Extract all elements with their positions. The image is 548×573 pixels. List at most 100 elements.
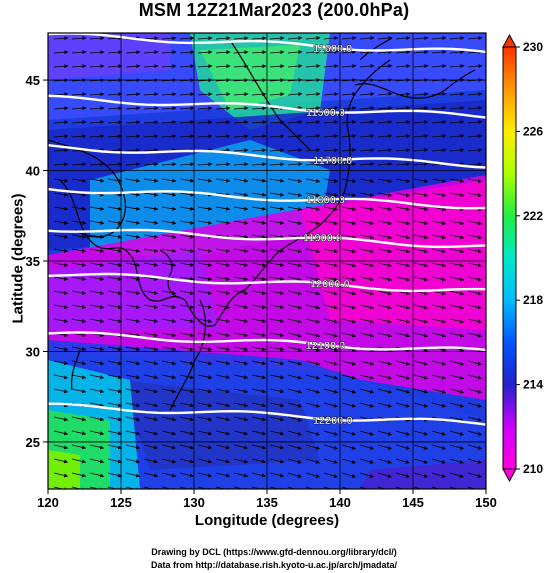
wind-arrow (287, 332, 303, 338)
wind-arrow (161, 50, 177, 55)
wind-arrow (269, 178, 285, 183)
wind-arrow (143, 304, 159, 309)
wind-arrow (395, 92, 411, 96)
wind-arrow (431, 276, 447, 282)
wind-arrow (449, 304, 465, 310)
wind-arrow (467, 290, 483, 296)
wind-arrow (161, 262, 177, 267)
wind-arrow (449, 106, 465, 110)
wind-arrow (125, 458, 141, 464)
wind-arrow (233, 64, 249, 69)
wind-arrow (305, 220, 321, 226)
wind-arrow (431, 304, 447, 310)
wind-arrow (287, 472, 302, 478)
wind-arrow (125, 234, 141, 239)
wind-arrow (305, 192, 321, 197)
wind-arrow (449, 178, 465, 183)
wind-arrow (89, 162, 105, 167)
wind-arrow (377, 64, 393, 68)
wind-arrow (323, 346, 339, 352)
wind-arrow (413, 472, 428, 478)
coastlines (48, 37, 476, 411)
wind-arrow (269, 332, 285, 338)
wind-arrow (269, 304, 285, 309)
wind-arrow (215, 262, 231, 267)
wind-arrow (233, 346, 249, 352)
contour-label: 11600.0 (313, 43, 352, 55)
wind-arrow (287, 402, 303, 408)
wind-arrow (341, 134, 357, 138)
wind-arrow (89, 248, 105, 253)
wind-arrow (179, 106, 195, 111)
wind-arrow (107, 318, 123, 323)
wind-arrow (125, 304, 141, 309)
wind-arrow (197, 134, 213, 139)
wind-arrow (107, 120, 123, 125)
wind-arrow (485, 487, 486, 488)
wind-arrow (467, 472, 482, 478)
wind-arrow (341, 374, 357, 380)
wind-arrow (341, 206, 357, 212)
wind-arrow (431, 248, 447, 254)
wind-arrow (485, 207, 486, 208)
wind-arrow (161, 318, 177, 323)
wind-arrow (251, 402, 267, 408)
wind-arrow (485, 445, 486, 446)
wind-arrow (413, 162, 429, 166)
wind-arrow (359, 402, 375, 408)
wind-arrow (233, 134, 249, 139)
wind-arrow (359, 92, 375, 96)
wind-arrow (377, 304, 393, 310)
wind-arrow (125, 444, 141, 450)
wind-arrow (449, 248, 465, 254)
wind-arrow (359, 234, 375, 240)
wind-arrow (377, 262, 393, 268)
x-tick-label: 125 (110, 495, 132, 510)
wind-arrow (341, 178, 357, 183)
wind-arrow (179, 162, 195, 167)
wind-arrow (395, 430, 410, 436)
wind-arrow (53, 458, 69, 464)
wind-arrow (71, 206, 87, 211)
wind-arrow (197, 318, 213, 323)
wind-arrow (125, 416, 141, 422)
wind-arrow (215, 162, 231, 167)
wind-arrow (215, 346, 231, 352)
wind-arrow (197, 290, 213, 295)
wind-arrow (269, 430, 285, 436)
wind-arrow (161, 304, 177, 309)
wind-arrow (485, 80, 486, 81)
wind-arrow (107, 64, 123, 69)
wind-arrow (215, 444, 231, 450)
wind-arrow (341, 430, 356, 436)
wind-arrow (467, 220, 483, 226)
wind-arrow (467, 304, 483, 310)
wind-arrow (107, 248, 123, 253)
wind-arrow (305, 92, 321, 96)
wind-arrow (269, 120, 285, 125)
wind-arrow (197, 50, 213, 55)
wind-arrow (269, 416, 285, 422)
wind-arrow (377, 388, 393, 394)
wind-arrow (71, 318, 87, 323)
wind-arrow (251, 50, 267, 55)
colorbar-scale (502, 46, 517, 470)
wind-arrow (143, 458, 159, 464)
wind-arrow (269, 248, 285, 253)
wind-arrow (413, 36, 429, 40)
wind-arrow (377, 360, 393, 366)
wind-arrow (233, 106, 249, 111)
wind-arrow (89, 472, 105, 478)
wind-arrow (161, 120, 177, 125)
wind-arrow (287, 192, 303, 197)
wind-arrow (161, 178, 177, 183)
colorbar-tick-label: 226 (523, 124, 543, 138)
wind-arrow (89, 290, 105, 295)
wind-arrow (107, 50, 123, 55)
wind-arrow (449, 374, 465, 380)
wind-arrow (449, 416, 464, 422)
y-axis: 25 30 35 40 45 (26, 73, 48, 450)
wind-arrow (71, 304, 87, 309)
wind-arrow (287, 50, 303, 54)
wind-arrow (107, 178, 123, 183)
